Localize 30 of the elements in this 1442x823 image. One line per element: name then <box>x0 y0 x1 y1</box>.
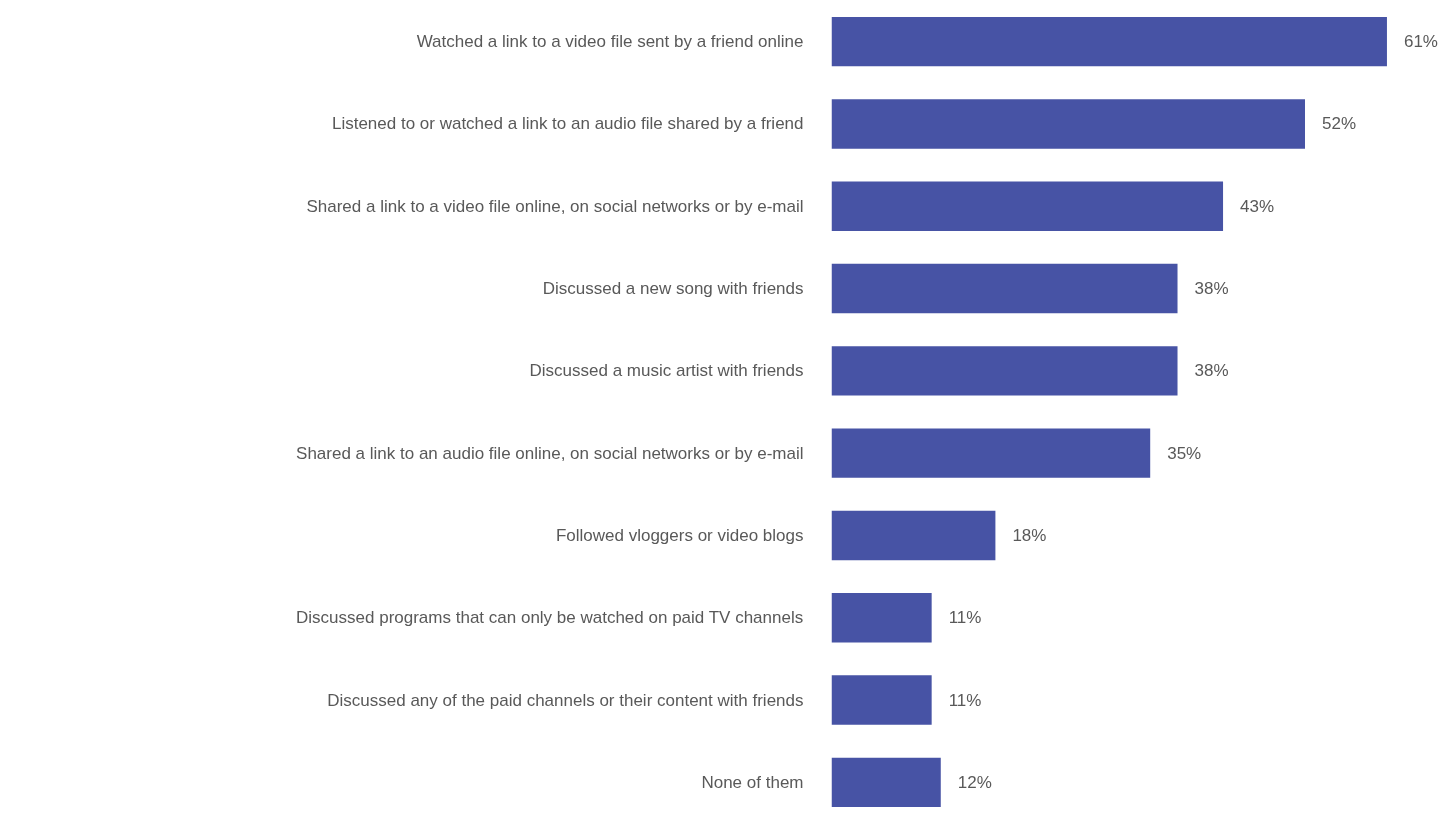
bar <box>831 346 1178 396</box>
data-label: 52% <box>1322 114 1357 134</box>
y-tick-label: None of them <box>701 772 804 792</box>
data-label: 12% <box>957 772 992 792</box>
data-label: 11% <box>948 690 982 710</box>
bar <box>831 510 996 561</box>
y-tick-label: Discussed programs that can only be watched on paid TV channels <box>296 608 804 628</box>
y-tick-label: Watched a link to a video file sent by a friend online <box>416 32 804 52</box>
bar <box>831 428 1151 478</box>
data-label: 38% <box>1194 279 1229 299</box>
data-label: 18% <box>1012 525 1047 545</box>
bar <box>831 99 1305 149</box>
y-tick-label: Discussed a new song with friends <box>542 279 804 299</box>
y-tick-label: Discussed any of the paid channels or their content with friends <box>327 690 804 710</box>
y-tick-label: Discussed a music artist with friends <box>529 361 804 381</box>
data-label: 11% <box>948 608 982 628</box>
bar <box>831 263 1178 314</box>
data-label: 61% <box>1403 32 1438 52</box>
bar <box>831 181 1224 231</box>
bar <box>831 16 1387 67</box>
y-tick-label: Shared a link to a video file online, on social networks or by e-mail <box>306 196 804 216</box>
data-label: 38% <box>1194 361 1229 381</box>
data-label: 43% <box>1240 196 1275 216</box>
bar <box>831 757 941 808</box>
y-tick-label: Followed vloggers or video blogs <box>555 525 804 545</box>
y-tick-label: Listened to or watched a link to an audio file shared by a friend <box>331 114 804 134</box>
data-label: 35% <box>1167 443 1202 463</box>
bar <box>831 675 932 725</box>
y-tick-label: Shared a link to an audio file online, on social networks or by e-mail <box>296 443 804 463</box>
bar <box>831 593 932 643</box>
